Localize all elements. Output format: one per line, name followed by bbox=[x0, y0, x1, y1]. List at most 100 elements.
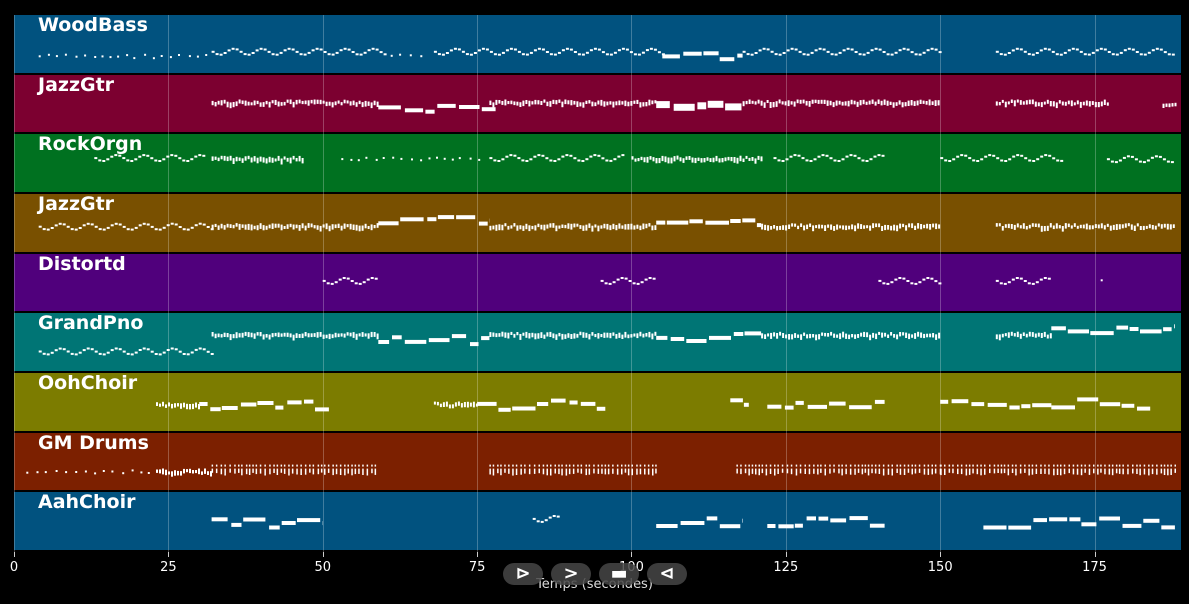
note bbox=[582, 225, 585, 231]
note bbox=[782, 225, 785, 230]
note bbox=[289, 99, 292, 104]
note bbox=[565, 468, 568, 476]
note bbox=[703, 51, 719, 56]
note bbox=[522, 225, 525, 231]
note bbox=[972, 468, 974, 474]
note bbox=[545, 157, 549, 160]
note bbox=[561, 464, 563, 467]
note bbox=[478, 159, 481, 162]
note bbox=[1103, 225, 1106, 230]
note bbox=[436, 157, 438, 160]
note bbox=[1016, 154, 1020, 157]
note bbox=[618, 100, 621, 105]
note bbox=[515, 464, 518, 467]
note bbox=[133, 57, 136, 60]
note bbox=[558, 225, 561, 229]
note bbox=[624, 468, 627, 473]
note bbox=[612, 223, 615, 230]
note bbox=[458, 157, 461, 160]
note bbox=[322, 279, 326, 282]
note bbox=[509, 154, 513, 157]
note bbox=[182, 353, 186, 356]
stop-button[interactable]: ▬ bbox=[599, 563, 639, 585]
note bbox=[1174, 468, 1176, 473]
note-segment bbox=[532, 515, 560, 524]
note bbox=[1067, 223, 1070, 228]
note bbox=[344, 464, 346, 467]
note bbox=[808, 464, 811, 467]
note bbox=[968, 468, 971, 475]
note bbox=[370, 102, 373, 108]
note bbox=[74, 353, 78, 356]
note bbox=[243, 517, 266, 522]
note bbox=[420, 159, 423, 162]
note bbox=[688, 156, 691, 161]
note bbox=[569, 400, 578, 405]
note bbox=[525, 332, 528, 339]
note bbox=[142, 154, 146, 157]
note bbox=[165, 404, 167, 408]
note bbox=[425, 109, 435, 114]
note bbox=[1162, 158, 1166, 161]
forward-button[interactable]: > bbox=[551, 563, 591, 585]
note bbox=[166, 349, 170, 352]
note bbox=[38, 55, 41, 58]
note bbox=[428, 338, 450, 343]
note bbox=[1031, 468, 1034, 475]
note bbox=[1051, 326, 1066, 331]
note bbox=[609, 100, 612, 105]
note bbox=[795, 464, 798, 467]
note bbox=[351, 464, 353, 467]
note bbox=[437, 215, 455, 220]
note bbox=[633, 225, 636, 230]
note bbox=[661, 53, 665, 56]
note bbox=[276, 464, 279, 467]
note bbox=[492, 225, 495, 230]
note bbox=[621, 47, 625, 50]
note bbox=[256, 100, 259, 104]
note bbox=[215, 468, 218, 473]
note bbox=[581, 53, 585, 56]
note bbox=[259, 47, 263, 50]
note bbox=[1025, 334, 1028, 338]
note bbox=[1031, 464, 1034, 467]
note bbox=[1163, 223, 1166, 228]
note bbox=[1028, 468, 1030, 476]
note bbox=[331, 101, 334, 108]
note bbox=[1118, 224, 1121, 230]
note-segment bbox=[761, 332, 941, 341]
tick-mark bbox=[785, 552, 787, 557]
note bbox=[765, 468, 768, 476]
note bbox=[901, 101, 904, 107]
note bbox=[952, 468, 954, 473]
note bbox=[198, 347, 202, 350]
note bbox=[642, 223, 645, 230]
note bbox=[631, 468, 633, 475]
note bbox=[313, 333, 316, 338]
note bbox=[813, 158, 817, 161]
note bbox=[821, 154, 825, 157]
note bbox=[613, 51, 617, 54]
note bbox=[1028, 464, 1030, 467]
note bbox=[292, 335, 295, 341]
note bbox=[617, 49, 621, 52]
note bbox=[585, 158, 589, 161]
note bbox=[629, 51, 633, 54]
note bbox=[304, 332, 307, 337]
note bbox=[640, 280, 644, 283]
back-button[interactable]: ⊲ bbox=[647, 563, 687, 585]
note bbox=[577, 464, 579, 467]
note bbox=[866, 225, 869, 229]
note bbox=[142, 222, 146, 225]
note bbox=[204, 468, 206, 474]
note bbox=[757, 99, 760, 104]
note bbox=[926, 223, 929, 229]
note bbox=[818, 516, 829, 521]
note bbox=[1107, 51, 1111, 53]
note bbox=[997, 468, 999, 473]
note bbox=[521, 159, 525, 162]
note bbox=[894, 51, 898, 54]
note bbox=[987, 402, 1007, 407]
note bbox=[882, 51, 886, 53]
play-button[interactable]: ⊳ bbox=[503, 563, 543, 585]
